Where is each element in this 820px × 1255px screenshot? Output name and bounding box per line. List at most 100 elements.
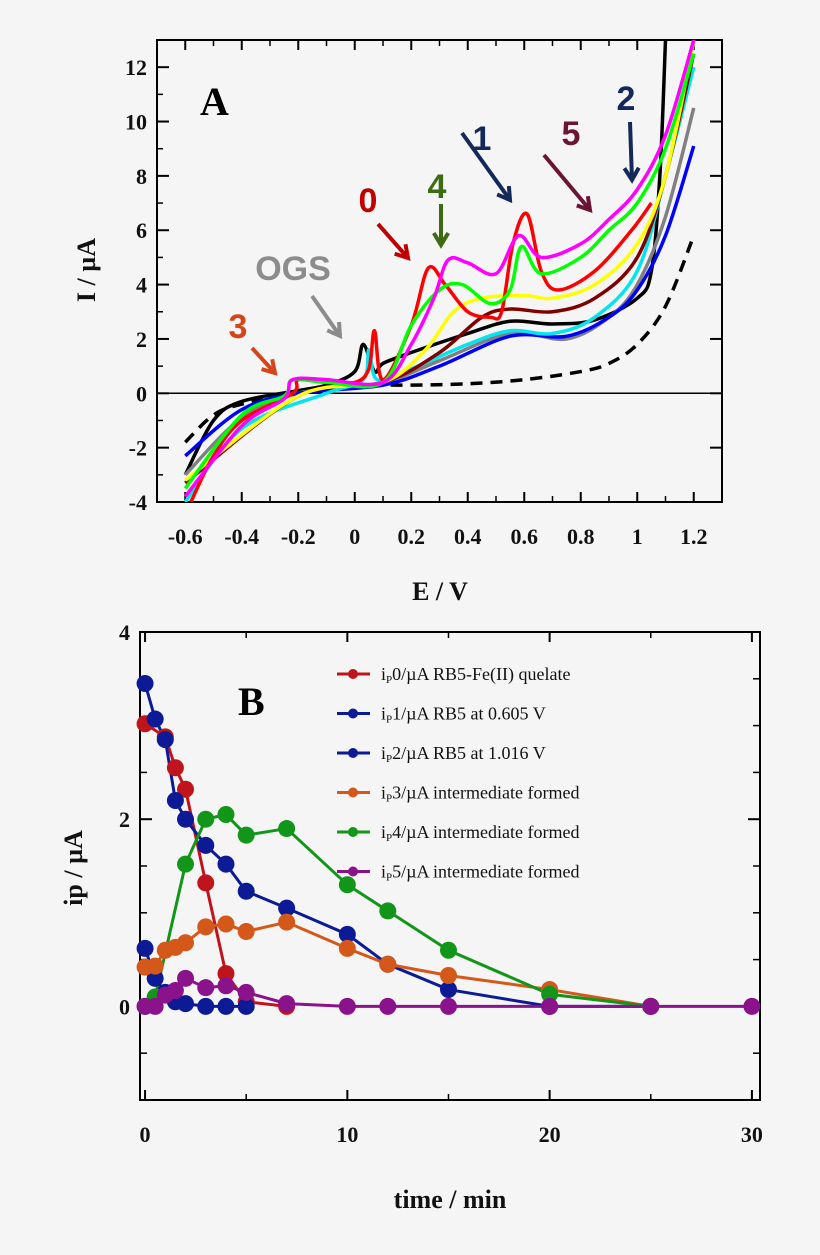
panel-label-a: A: [200, 79, 229, 124]
y-tick-label: 8: [136, 164, 147, 189]
annotation-label-1: 1: [473, 120, 492, 158]
series-point-ip1: [439, 981, 457, 999]
series-point-ip4: [278, 820, 296, 838]
y-tick-label: 2: [119, 807, 130, 832]
x-tick-label: 0: [349, 524, 360, 549]
legend-text: 4/µA intermediate formed: [392, 822, 579, 842]
y-tick-label: -4: [129, 490, 147, 515]
series-point-ip1: [278, 899, 296, 917]
x-tick-label: -0.2: [281, 524, 316, 549]
series-point-ip4: [338, 876, 356, 894]
legend-entry: iP0/µA RB5-Fe(II) quelate: [381, 664, 570, 686]
series-point-ip5: [217, 977, 235, 995]
series-point-ip0: [166, 759, 184, 777]
series-point-ip3: [278, 913, 296, 931]
series-point-ip5: [146, 997, 164, 1015]
annotation-arrow-shaft: [542, 153, 592, 212]
legend-prefix: i: [381, 743, 386, 763]
series-line-ip4: [144, 812, 651, 1008]
series-point-ip5: [177, 969, 195, 987]
legend-swatch-marker: [348, 748, 358, 758]
cv-curve-4: [183, 66, 696, 502]
annotation-label-0: 0: [359, 182, 378, 220]
x-tick-label: 1: [632, 524, 643, 549]
legend-swatch-marker: [348, 669, 358, 679]
legend-subscript: P: [386, 832, 392, 844]
y-axis-label: I / µA: [72, 238, 101, 302]
series-point-ip1: [338, 925, 356, 943]
legend-text: 2/µA RB5 at 1.016 V: [392, 743, 546, 763]
legend-text: 0/µA RB5-Fe(II) quelate: [392, 664, 570, 685]
series-point-ip0: [177, 780, 195, 798]
annotation-arrow-shaft: [460, 131, 512, 202]
legend-swatch-marker: [348, 827, 358, 837]
series-point-ip4: [237, 826, 255, 844]
series-point-ip5: [237, 983, 255, 1001]
series-point-ip1: [166, 791, 184, 809]
series-point-ip4: [541, 985, 559, 1003]
x-tick-label: 1.2: [680, 524, 708, 549]
legend-subscript: P: [386, 872, 392, 884]
legend-swatch-marker: [348, 787, 358, 798]
legend-subscript: P: [386, 753, 392, 765]
series-point-ip5: [642, 997, 660, 1015]
series-point-ip2: [136, 939, 154, 957]
legend-entry: iP5/µA intermediate formed: [381, 862, 579, 884]
y-tick-label: 2: [136, 327, 147, 352]
series-point-ip1: [197, 836, 215, 854]
legend-subscript: P: [386, 714, 392, 726]
series-line-ip0: [144, 722, 287, 1008]
y-tick-label: 0: [119, 994, 130, 1019]
y-tick-label: 10: [125, 110, 147, 135]
series-line-ip3: [144, 920, 652, 1008]
annotation-label-5: 5: [562, 115, 581, 153]
series-point-ip1: [156, 731, 174, 749]
legend-prefix: i: [381, 822, 386, 842]
annotation-arrow-head: [326, 321, 343, 340]
legend-entry: iP4/µA intermediate formed: [381, 822, 579, 844]
series-point-ip0: [197, 874, 215, 892]
legend-prefix: i: [381, 783, 386, 803]
series-point-ip4: [217, 806, 235, 824]
series-point-ip3: [237, 923, 255, 941]
curves-group: [183, 40, 696, 502]
series-point-ip5: [338, 997, 356, 1015]
x-tick-label: 0.8: [567, 524, 595, 549]
legend-entry: iP3/µA intermediate formed: [381, 783, 579, 805]
series-point-ip4: [197, 810, 215, 828]
legend-subscript: P: [386, 793, 392, 805]
legend-prefix: i: [381, 664, 386, 684]
x-tick-label: 0: [140, 1122, 151, 1147]
annotation-arrow-head: [622, 166, 641, 184]
series-point-ip5: [166, 981, 184, 999]
annotation-arrow-shaft: [376, 222, 410, 260]
legend-swatch-marker: [348, 866, 358, 877]
series-line-ip1: [143, 683, 651, 1008]
series-point-ip3: [177, 934, 195, 952]
series-point-ip4: [177, 855, 195, 873]
series-point-ip2: [177, 995, 195, 1013]
annotation-arrow-shaft: [250, 346, 277, 375]
x-tick-label: -0.4: [224, 524, 259, 549]
series-point-ip5: [541, 997, 559, 1015]
annotation-arrow-head: [496, 185, 513, 204]
x-tick-label: 20: [539, 1122, 561, 1147]
legend-text: 1/µA RB5 at 0.605 V: [392, 704, 546, 724]
series-point-ip5: [743, 997, 761, 1015]
series-point-ip0: [217, 965, 235, 983]
legend-text: 3/µA intermediate formed: [392, 783, 579, 803]
series-point-ip4: [379, 902, 397, 920]
series-point-ip2: [217, 997, 235, 1015]
series-point-ip2: [197, 997, 215, 1015]
legend-prefix: i: [381, 862, 386, 882]
series-point-ip1: [217, 855, 235, 873]
y-axis-label: ip / µA: [59, 830, 88, 906]
y-tick-label: 6: [136, 218, 147, 243]
annotation-arrow-head: [432, 231, 450, 249]
annotation-arrow-head: [576, 195, 593, 213]
x-tick-label: 0.2: [398, 524, 426, 549]
x-tick-label: 0.4: [454, 524, 482, 549]
series-point-ip2: [237, 997, 255, 1015]
